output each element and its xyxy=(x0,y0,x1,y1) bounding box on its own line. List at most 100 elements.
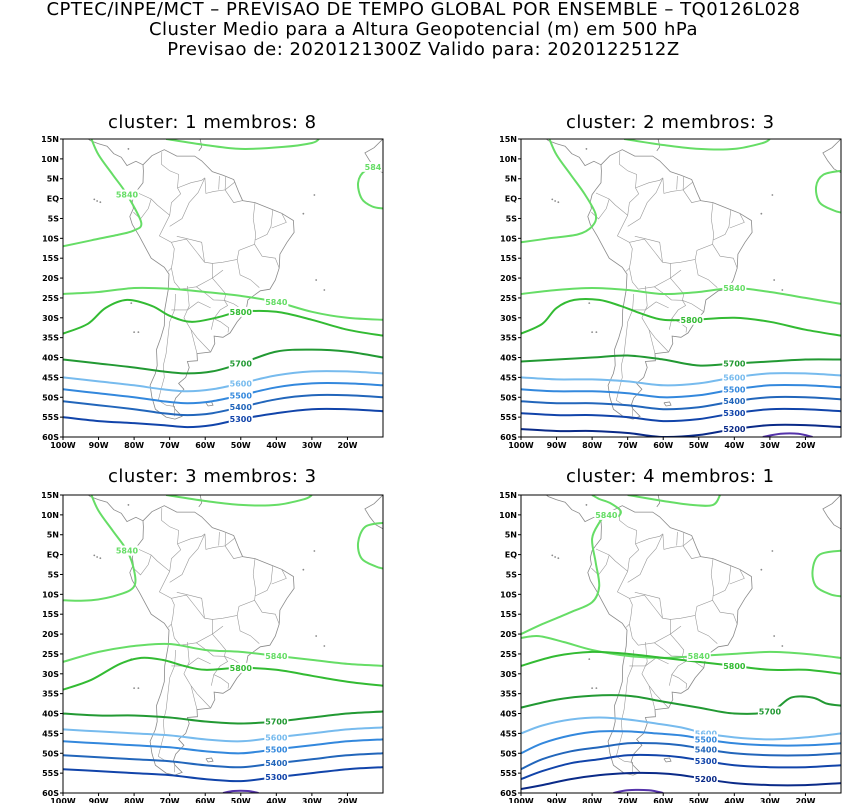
island-mark xyxy=(93,198,96,201)
contour-line-5840 xyxy=(521,287,841,305)
contour-line-5800 xyxy=(521,650,841,675)
border-path xyxy=(729,213,745,229)
lat-tick-label: 10S xyxy=(42,590,59,599)
border-path xyxy=(255,565,274,597)
lon-tick-label: 50W xyxy=(689,797,709,803)
island-mark xyxy=(93,554,96,557)
island-mark xyxy=(554,556,557,558)
island-mark xyxy=(130,302,133,304)
border-path xyxy=(619,508,640,572)
island-mark xyxy=(99,557,102,560)
contour-label-5800: 5800 xyxy=(681,316,704,325)
island-mark xyxy=(585,148,588,150)
border-path xyxy=(171,594,213,646)
contour-label-5800: 5800 xyxy=(230,308,253,317)
contour-label-bg xyxy=(228,390,253,401)
contour-line-5840 xyxy=(63,495,137,602)
lat-tick-label: 15N xyxy=(499,491,517,500)
lat-tick-label: 10N xyxy=(499,155,517,164)
contour-label-bg xyxy=(693,744,718,755)
contour-line-5840 xyxy=(627,495,721,507)
header-line-2: Cluster Medio para a Altura Geopotencial… xyxy=(148,19,699,40)
coastline-path xyxy=(663,401,672,407)
lat-tick-label: 5S xyxy=(48,214,60,223)
lat-tick-label: 60S xyxy=(42,789,59,798)
lat-tick-label: 15N xyxy=(41,491,59,500)
contour-line-5200 xyxy=(521,771,841,790)
contour-line-5100 xyxy=(762,432,813,437)
border-path xyxy=(212,269,224,279)
contour-label-5700: 5700 xyxy=(759,708,782,717)
border-path xyxy=(169,177,206,227)
border-path xyxy=(654,633,685,657)
contour-label-5500: 5500 xyxy=(695,735,718,744)
border-path xyxy=(204,177,236,194)
lat-tick-label: 55S xyxy=(500,769,517,778)
lon-tick-label: 50W xyxy=(689,441,709,450)
contour-line-5400 xyxy=(63,752,383,769)
border-path xyxy=(671,656,687,675)
lat-tick-label: 20S xyxy=(500,274,517,283)
island-mark xyxy=(585,504,588,506)
island-mark xyxy=(773,279,776,281)
lon-tick-label: 80W xyxy=(582,441,602,450)
coastline-path xyxy=(663,757,672,763)
contour-line-5500 xyxy=(521,730,841,755)
contour-label-bg xyxy=(264,772,289,783)
border-path xyxy=(682,545,701,559)
lat-tick-label: 5N xyxy=(47,175,59,184)
contour-line-5800 xyxy=(521,298,841,337)
border-path xyxy=(648,329,669,353)
border-path xyxy=(670,269,682,279)
border-path xyxy=(133,554,152,576)
coastline-path xyxy=(545,139,602,167)
coastline-path xyxy=(587,505,753,776)
contour-label-bg xyxy=(115,189,139,200)
lat-tick-label: 50S xyxy=(500,749,517,758)
contour-label-bg xyxy=(264,716,289,727)
lat-tick-label: 15N xyxy=(41,135,59,144)
border-path xyxy=(682,300,704,313)
island-mark xyxy=(588,658,591,660)
lon-tick-label: 100W xyxy=(50,797,76,803)
coastline-path xyxy=(87,139,144,167)
contour-line-5200 xyxy=(222,789,259,793)
lat-tick-label: 10N xyxy=(499,511,517,520)
border-path xyxy=(635,177,664,189)
contour-line-5500 xyxy=(63,738,383,755)
contour-line-5840 xyxy=(811,549,841,598)
contour-label-5800: 5800 xyxy=(723,662,746,671)
lat-tick-label: 50S xyxy=(42,749,59,758)
map-frame xyxy=(520,494,842,794)
contour-line-5840 xyxy=(165,495,313,507)
contour-line-5840 xyxy=(63,286,383,321)
lat-tick-label: 25S xyxy=(500,294,517,303)
border-path xyxy=(676,175,678,190)
border-path xyxy=(218,175,220,190)
lon-tick-label: 100W xyxy=(50,441,76,450)
island-mark xyxy=(554,200,557,202)
border-path xyxy=(177,533,206,545)
contour-label-5840: 584 xyxy=(365,163,382,172)
chart-header: CPTEC/INPE/MCT – PREVISAO DE TEMPO GLOBA… xyxy=(0,0,847,60)
border-path xyxy=(218,531,220,546)
lat-tick-label: 40S xyxy=(500,354,517,363)
border-path xyxy=(634,236,663,263)
lat-tick-label: 10S xyxy=(42,234,59,243)
contour-label-bg xyxy=(264,758,289,769)
border-path xyxy=(176,592,205,619)
island-mark xyxy=(323,645,326,647)
lon-tick-label: 70W xyxy=(618,441,638,450)
border-path xyxy=(712,244,738,269)
contour-line-5840 xyxy=(521,139,598,244)
border-path xyxy=(662,533,694,550)
lat-tick-label: 60S xyxy=(42,433,59,442)
border-path xyxy=(627,533,664,583)
coastline-path xyxy=(822,495,841,530)
lat-tick-label: 15S xyxy=(42,610,59,619)
lat-tick-label: 55S xyxy=(42,769,59,778)
contour-line-5840 xyxy=(814,169,841,214)
contour-label-bg xyxy=(264,650,289,661)
island-mark xyxy=(771,194,774,196)
border-path xyxy=(595,548,633,628)
